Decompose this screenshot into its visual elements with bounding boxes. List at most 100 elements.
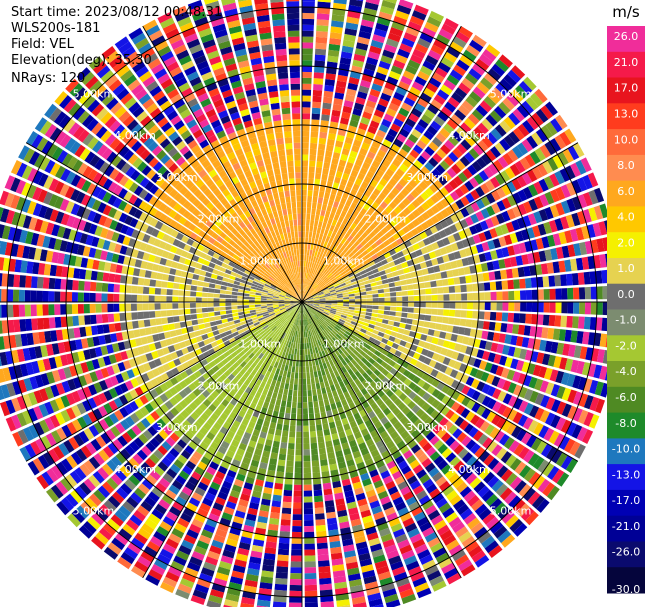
ppi-gate: [419, 261, 428, 269]
ppi-gate: [298, 372, 302, 379]
ppi-gate: [255, 350, 262, 357]
ppi-gate: [254, 371, 261, 379]
ppi-gate: [302, 148, 309, 155]
ppi-gate: [302, 213, 306, 220]
ppi-gate: [395, 291, 403, 297]
ppi-gate: [382, 435, 392, 445]
ppi-gate: [83, 349, 92, 360]
ppi-gate: [356, 243, 363, 251]
ppi-gate: [344, 212, 352, 220]
ppi-gate: [449, 494, 462, 506]
ppi-gate: [0, 385, 5, 401]
ppi-gate: [1, 320, 9, 334]
ppi-gate: [273, 488, 283, 496]
ppi-gate: [393, 421, 403, 430]
ppi-gate: [247, 321, 254, 326]
ppi-gate: [465, 216, 474, 226]
ppi-gate: [111, 537, 126, 551]
ppi-gate: [422, 382, 431, 391]
ppi-gate: [482, 512, 496, 525]
ppi-gate: [358, 375, 366, 383]
ppi-gate: [487, 240, 496, 250]
ppi-gate: [260, 339, 267, 346]
ppi-gate: [343, 299, 350, 302]
ppi-gate: [153, 465, 165, 477]
ppi-gate: [175, 475, 187, 486]
ppi-gate: [366, 257, 374, 263]
ppi-gate: [384, 306, 391, 311]
ppi-gate: [429, 451, 441, 462]
ppi-gate: [85, 326, 93, 337]
ppi-gate: [347, 156, 356, 164]
ppi-gate: [469, 367, 479, 378]
ppi-gate: [250, 415, 258, 424]
ppi-gate: [347, 464, 357, 473]
ppi-gate: [132, 470, 145, 482]
ppi-gate: [324, 309, 331, 313]
ppi-gate: [101, 463, 114, 476]
ppi-gate: [395, 10, 410, 21]
ppi-gate: [288, 316, 293, 322]
ppi-gate: [98, 527, 113, 541]
ppi-gate: [306, 342, 310, 349]
ppi-gate: [159, 356, 168, 365]
ppi-gate: [91, 512, 105, 526]
ppi-gate: [427, 49, 442, 61]
ppi-gate: [332, 318, 339, 323]
ppi-gate: [295, 366, 299, 373]
ppi-gate: [287, 329, 292, 335]
ppi-gate: [268, 323, 275, 328]
ppi-gate: [348, 336, 355, 343]
ppi-gate: [217, 523, 230, 533]
ppi-gate: [331, 206, 338, 214]
ppi-gate: [276, 471, 285, 478]
ppi-gate: [86, 337, 95, 348]
ppi-gate: [92, 471, 105, 484]
ppi-gate: [197, 393, 206, 403]
ppi-gate: [202, 422, 212, 431]
ppi-gate: [306, 305, 311, 311]
ppi-gate: [314, 220, 319, 227]
ppi-gate: [284, 302, 291, 304]
ppi-gate: [120, 419, 131, 431]
ppi-gate: [266, 296, 273, 299]
ppi-gate: [328, 237, 334, 244]
ppi-gate: [250, 312, 257, 316]
ppi-gate: [438, 28, 453, 40]
ppi-gate: [130, 537, 145, 550]
ppi-gate: [567, 287, 574, 300]
ppi-gate: [543, 176, 555, 190]
ppi-gate: [387, 192, 396, 201]
ppi-gate: [431, 580, 447, 592]
ppi-gate: [302, 172, 308, 179]
ppi-gate: [309, 267, 313, 274]
ppi-gate: [601, 269, 607, 284]
ppi-gate: [341, 262, 348, 269]
ppi-gate: [407, 350, 416, 358]
ppi-gate: [310, 281, 314, 287]
ppi-gate: [394, 337, 402, 345]
ppi-gate: [328, 340, 334, 347]
ppi-gate: [199, 328, 207, 335]
ppi-gate: [366, 294, 373, 298]
ppi-gate: [167, 360, 176, 369]
ppi-gate: [235, 380, 243, 388]
ppi-gate: [348, 401, 356, 410]
ppi-gate: [105, 429, 116, 441]
ppi-gate: [433, 179, 443, 190]
ppi-gate: [453, 175, 464, 187]
ppi-gate: [577, 194, 588, 209]
ppi-gate: [244, 329, 251, 335]
ppi-gate: [149, 279, 157, 287]
ppi-gate: [376, 565, 390, 575]
ppi-gate: [241, 418, 250, 426]
ppi-gate: [517, 414, 528, 427]
ppi-gate: [552, 328, 561, 341]
ppi-gate: [222, 322, 230, 328]
ppi-gate: [53, 445, 65, 460]
ppi-gate: [275, 343, 281, 350]
ppi-gate: [478, 311, 485, 320]
ppi-gate: [266, 390, 273, 398]
ppi-gate: [337, 368, 344, 376]
ppi-gate: [303, 325, 306, 332]
